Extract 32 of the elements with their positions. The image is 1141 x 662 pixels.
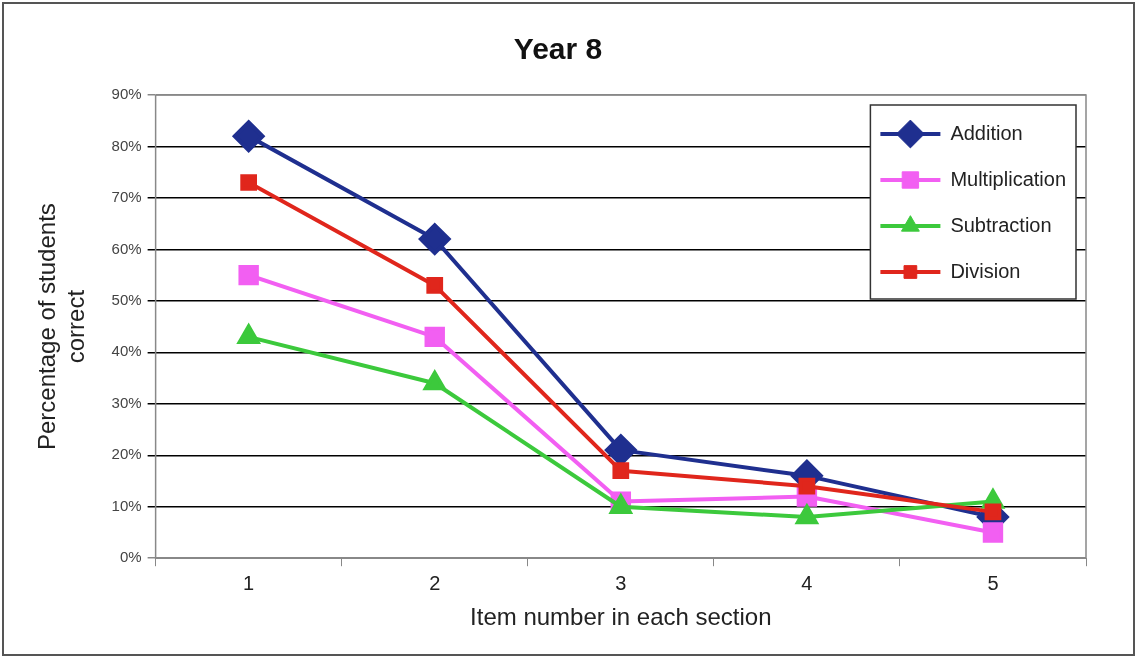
y-tick-label: 60% (111, 239, 142, 257)
y-tick-label: 70% (111, 188, 142, 206)
point (418, 223, 451, 256)
x-tick-label: 1 (243, 571, 255, 594)
legend-label: Subtraction (950, 213, 1052, 236)
point (982, 522, 1004, 543)
y-tick-label: 20% (111, 445, 142, 463)
point (238, 264, 259, 286)
chart-title: Year 8 (513, 32, 603, 66)
y-tick-label: 40% (111, 342, 142, 360)
point (798, 477, 816, 495)
point (612, 462, 630, 480)
y-tick-label: 90% (111, 85, 142, 103)
x-tick-label: 5 (987, 571, 999, 594)
x-axis-title: Item number in each section (470, 603, 772, 631)
legend-label: Division (950, 259, 1021, 282)
y-axis-title: Percentage of students correct (33, 203, 89, 451)
x-tick-label: 4 (801, 571, 813, 594)
legend-label: Addition (950, 121, 1023, 144)
point (424, 326, 445, 348)
legend-label: Multiplication (950, 167, 1066, 190)
x-tick-label: 3 (615, 571, 627, 594)
y-tick-label: 0% (119, 548, 142, 566)
point (984, 503, 1002, 521)
point (232, 120, 265, 153)
x-tick-label: 2 (429, 571, 441, 594)
y-tick-label: 30% (111, 393, 142, 411)
point (426, 277, 444, 294)
y-tick-label: 10% (111, 496, 142, 514)
point (240, 174, 258, 191)
y-tick-label: 80% (111, 136, 142, 154)
y-tick-label: 50% (111, 291, 142, 309)
